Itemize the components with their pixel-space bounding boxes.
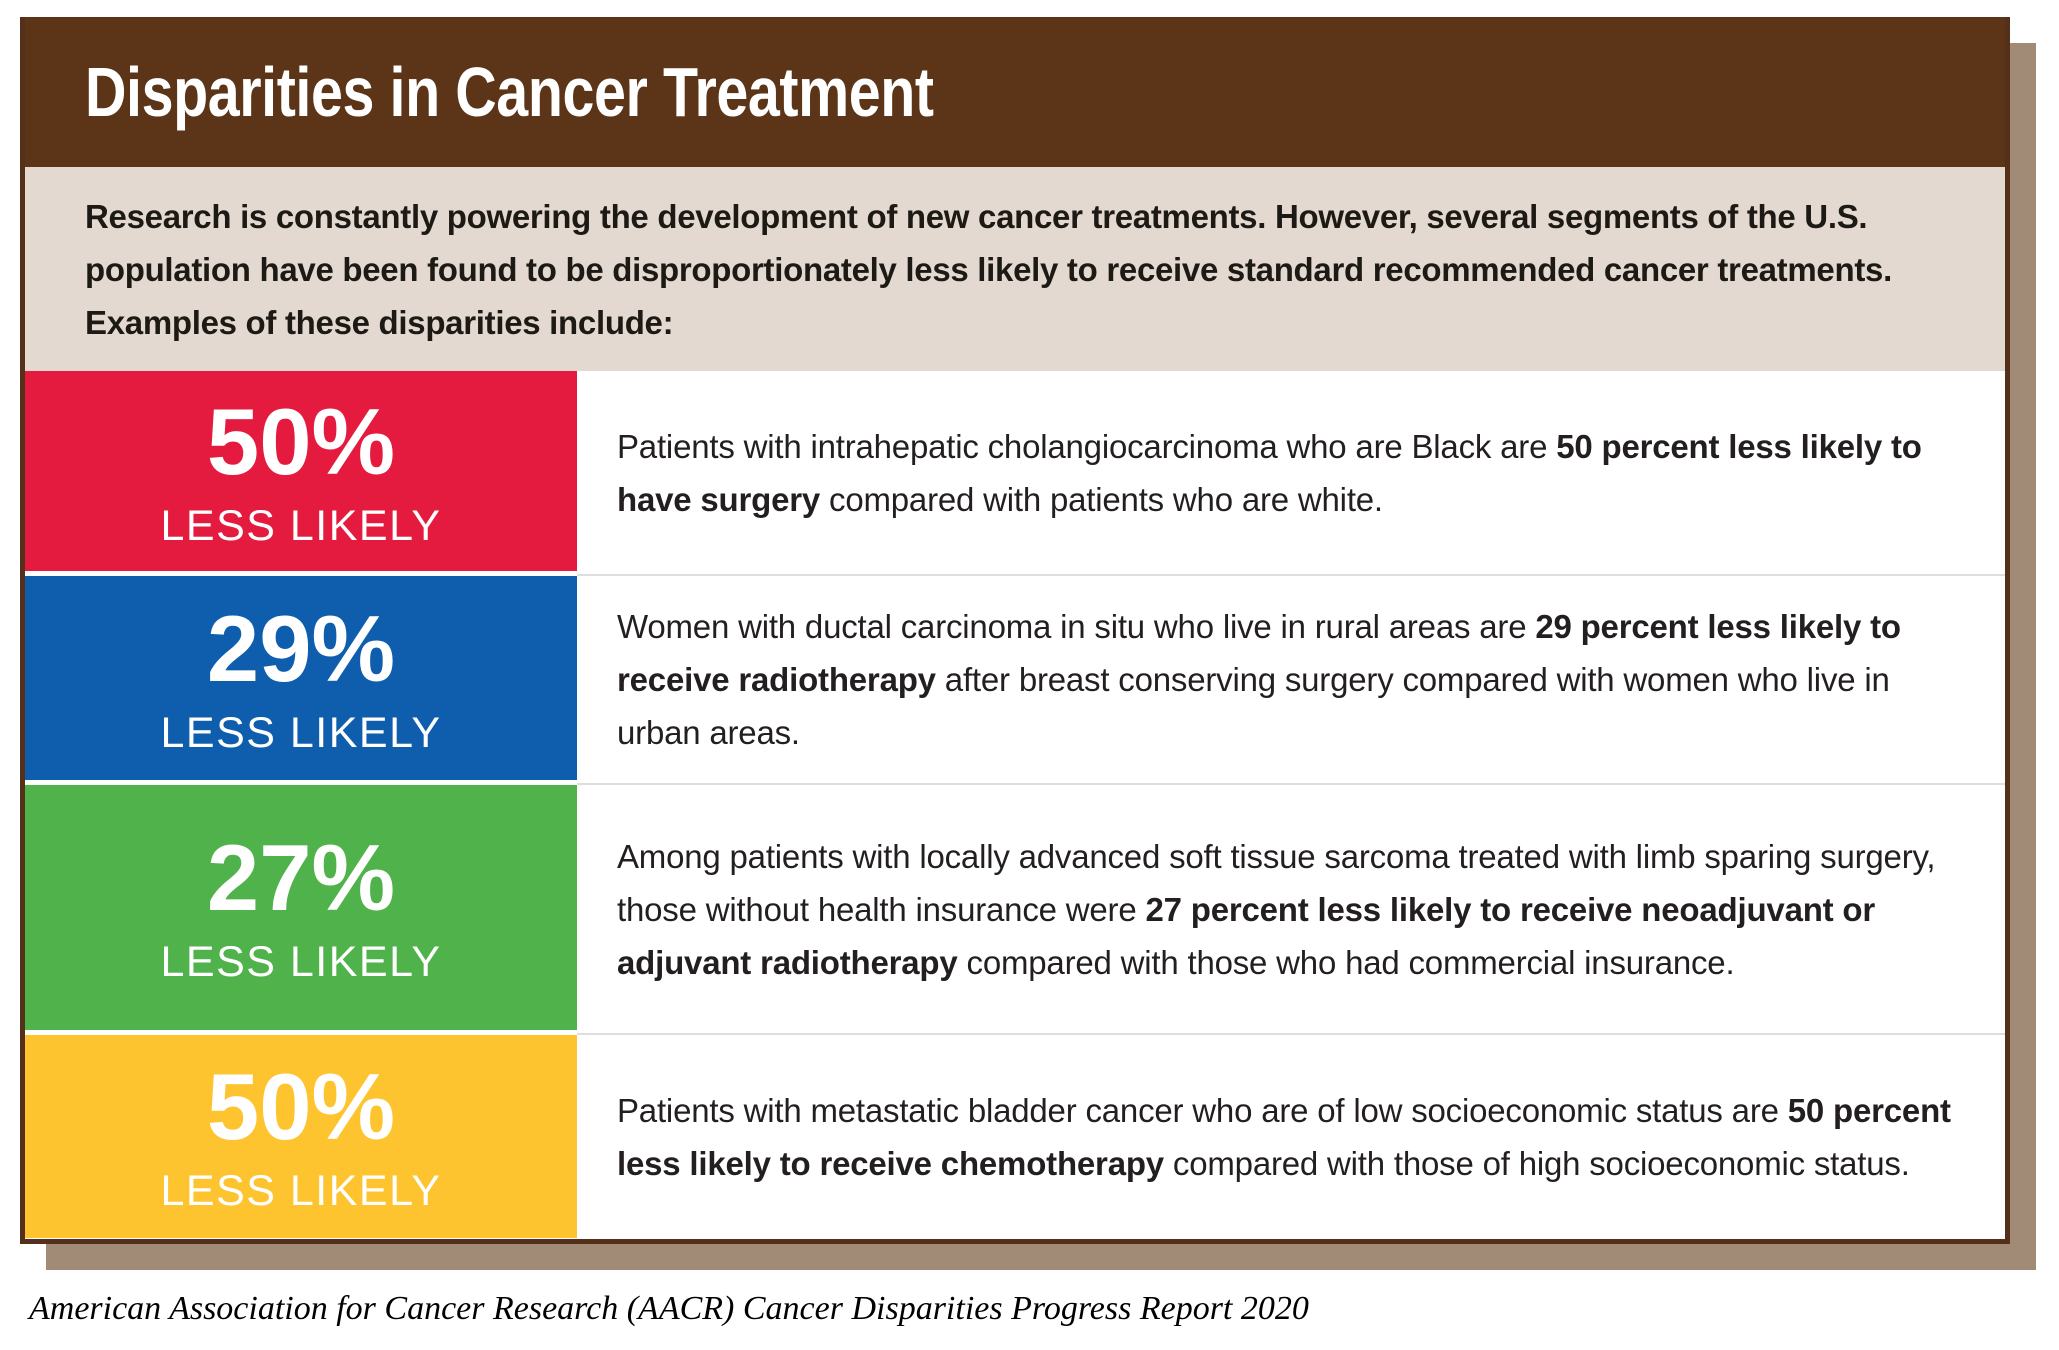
stat-row: 50% LESS LIKELY Patients with metastatic… <box>25 1035 2005 1238</box>
stat-row: 27% LESS LIKELY Among patients with loca… <box>25 785 2005 1035</box>
description-text: compared with those who had commercial i… <box>957 943 1735 981</box>
stat-description-text: Women with ductal carcinoma in situ who … <box>617 600 1975 759</box>
stat-label: LESS LIKELY <box>160 708 442 757</box>
stat-badge: 50% LESS LIKELY <box>25 1035 577 1238</box>
stat-description: Women with ductal carcinoma in situ who … <box>577 576 2005 785</box>
stat-row: 29% LESS LIKELY Women with ductal carcin… <box>25 576 2005 785</box>
stat-percent: 29% <box>206 595 396 701</box>
description-bold-text: 50 percent less likely to have surgery <box>617 427 1922 518</box>
stat-rows: 50% LESS LIKELY Patients with intrahepat… <box>25 371 2005 1238</box>
stat-row: 50% LESS LIKELY Patients with intrahepat… <box>25 371 2005 576</box>
description-text: Women with ductal carcinoma in situ who … <box>617 608 1536 645</box>
stat-badge: 27% LESS LIKELY <box>25 785 577 1030</box>
description-text: Patients with metastatic bladder cancer … <box>617 1091 1788 1129</box>
description-text: compared with patients who are white. <box>820 480 1383 518</box>
description-text: Among patients with locally advanced sof… <box>617 837 1936 928</box>
description-bold-text: 29 percent less likely to receive radiot… <box>617 608 1901 698</box>
card-header: Disparities in Cancer Treatment <box>25 17 2005 167</box>
stat-description-text: Among patients with locally advanced sof… <box>617 830 1975 989</box>
description-bold-text: 27 percent less likely to receive neoadj… <box>617 890 1876 981</box>
stat-description-text: Patients with intrahepatic cholangiocarc… <box>617 420 1975 526</box>
intro-section: Research is constantly powering the deve… <box>25 167 2005 371</box>
stat-description: Patients with intrahepatic cholangiocarc… <box>577 371 2005 576</box>
stat-badge: 29% LESS LIKELY <box>25 576 577 780</box>
description-bold-text: 50 percent less likely to receive chemot… <box>617 1091 1951 1182</box>
stat-description: Among patients with locally advanced sof… <box>577 785 2005 1035</box>
stat-badge: 50% LESS LIKELY <box>25 371 577 571</box>
description-text: Patients with intrahepatic cholangiocarc… <box>617 427 1557 465</box>
stat-label: LESS LIKELY <box>160 501 442 550</box>
infographic-card: Disparities in Cancer Treatment Research… <box>20 17 2010 1244</box>
stat-percent: 27% <box>206 825 396 930</box>
description-text: after breast conserving surgery compared… <box>617 661 1890 751</box>
stat-label: LESS LIKELY <box>160 1167 442 1215</box>
intro-text: Research is constantly powering the deve… <box>85 197 1892 341</box>
stat-percent: 50% <box>206 1054 396 1159</box>
description-text: compared with those of high socioeconomi… <box>1163 1144 1910 1182</box>
stat-description: Patients with metastatic bladder cancer … <box>577 1035 2005 1238</box>
page-title: Disparities in Cancer Treatment <box>85 53 934 131</box>
source-citation: American Association for Cancer Research… <box>29 1290 1309 1327</box>
stat-label: LESS LIKELY <box>160 938 442 986</box>
stat-description-text: Patients with metastatic bladder cancer … <box>617 1084 1975 1190</box>
stat-percent: 50% <box>206 388 396 494</box>
